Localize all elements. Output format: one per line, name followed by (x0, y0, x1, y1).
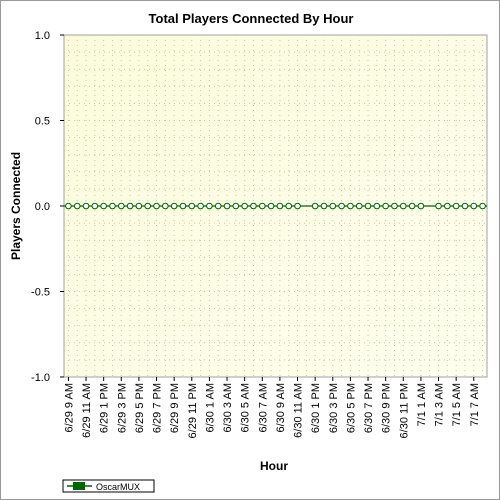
x-tick-label: 6/29 3 PM (116, 383, 128, 433)
data-point (179, 202, 187, 210)
legend-label: OscarMUX (96, 482, 140, 492)
data-point (100, 202, 107, 210)
data-point (470, 202, 478, 210)
data-point (364, 202, 372, 210)
y-tick-label: 1.0 (35, 30, 50, 42)
data-point (188, 202, 196, 210)
x-tick-label: 6/30 5 PM (345, 383, 357, 433)
data-point (153, 202, 160, 210)
data-point (232, 202, 240, 210)
x-tick-label: 6/30 9 PM (381, 383, 393, 433)
legend-swatch-marker (73, 482, 85, 490)
data-point (399, 202, 407, 210)
x-tick-label: 6/30 1 AM (204, 383, 216, 433)
data-point (117, 202, 125, 210)
y-axis-label: Players Connected (9, 152, 23, 260)
data-point (109, 202, 116, 210)
x-tick-label: 7/1 7 AM (469, 383, 481, 426)
x-tick-label: 6/29 5 PM (134, 383, 146, 433)
data-point (347, 202, 354, 210)
data-point (135, 202, 143, 210)
data-point (267, 202, 275, 210)
x-tick-label: 6/30 7 AM (257, 383, 269, 433)
data-point (479, 202, 486, 210)
data-point (452, 202, 460, 210)
x-tick-label: 7/1 1 AM (416, 383, 428, 426)
data-point (197, 202, 204, 210)
data-point (355, 202, 363, 210)
data-point (373, 202, 381, 210)
data-point (294, 202, 301, 210)
data-point (206, 202, 213, 210)
x-tick-label: 6/30 3 PM (328, 383, 340, 433)
data-point (258, 202, 266, 210)
series-oscarmux (64, 202, 487, 210)
x-tick-label: 6/29 7 PM (152, 383, 164, 433)
x-tick-label: 6/30 11 AM (293, 383, 305, 438)
legend-swatch-icon (67, 482, 92, 490)
data-point (91, 202, 99, 210)
x-tick-label: 7/1 3 AM (434, 383, 446, 426)
legend-box (62, 479, 155, 493)
data-point (214, 202, 222, 210)
y-axis: 1.0 0.5 0.0 -0.5 -1.0 (31, 30, 64, 384)
chart-title: Total Players Connected By Hour (149, 11, 354, 26)
x-tick-label: 6/30 7 PM (363, 383, 375, 433)
data-point (311, 202, 319, 210)
data-point (329, 202, 337, 210)
data-point (444, 202, 451, 210)
data-point (435, 202, 442, 210)
data-point (320, 202, 328, 210)
x-tick-label: 6/29 11 AM (81, 383, 93, 438)
data-point (144, 202, 152, 210)
y-tick-label: 0.5 (35, 116, 50, 128)
data-point (223, 202, 231, 210)
data-point (417, 202, 425, 210)
data-point (82, 202, 90, 210)
data-point (65, 202, 72, 210)
data-point (126, 202, 134, 210)
data-point (73, 202, 81, 210)
data-point (391, 202, 398, 210)
x-tick-label: 6/30 11 PM (398, 383, 410, 438)
data-point (382, 202, 389, 210)
data-point (250, 202, 257, 210)
x-tick-label: 6/30 1 PM (310, 383, 322, 433)
x-tick-label: 6/30 5 AM (240, 383, 252, 433)
data-point (241, 202, 248, 210)
data-point (461, 202, 469, 210)
x-axis-label: Hour (260, 459, 288, 473)
data-point (408, 202, 416, 210)
x-tick-label: 6/29 9 AM (63, 383, 75, 433)
y-tick-label: -0.5 (31, 287, 50, 299)
data-point (162, 202, 169, 210)
data-point (338, 202, 345, 210)
x-tick-label: 6/29 9 PM (169, 383, 181, 433)
data-point (170, 202, 178, 210)
y-tick-label: 0.0 (35, 201, 50, 213)
x-tick-label: 6/30 9 AM (275, 383, 287, 433)
data-point (276, 202, 284, 210)
y-tick-label: -1.0 (31, 372, 50, 384)
x-tick-label: 7/1 5 AM (451, 383, 463, 426)
x-tick-label: 6/29 11 PM (187, 383, 199, 438)
x-tick-label: 6/30 3 AM (222, 383, 234, 433)
data-point (285, 202, 293, 210)
x-tick-label: 6/29 1 PM (99, 383, 111, 433)
legend: OscarMUX (62, 479, 155, 493)
x-axis: 6/29 9 AM 6/29 11 AM 6/29 1 PM 6/29 3 PM 6/2… (63, 377, 481, 438)
